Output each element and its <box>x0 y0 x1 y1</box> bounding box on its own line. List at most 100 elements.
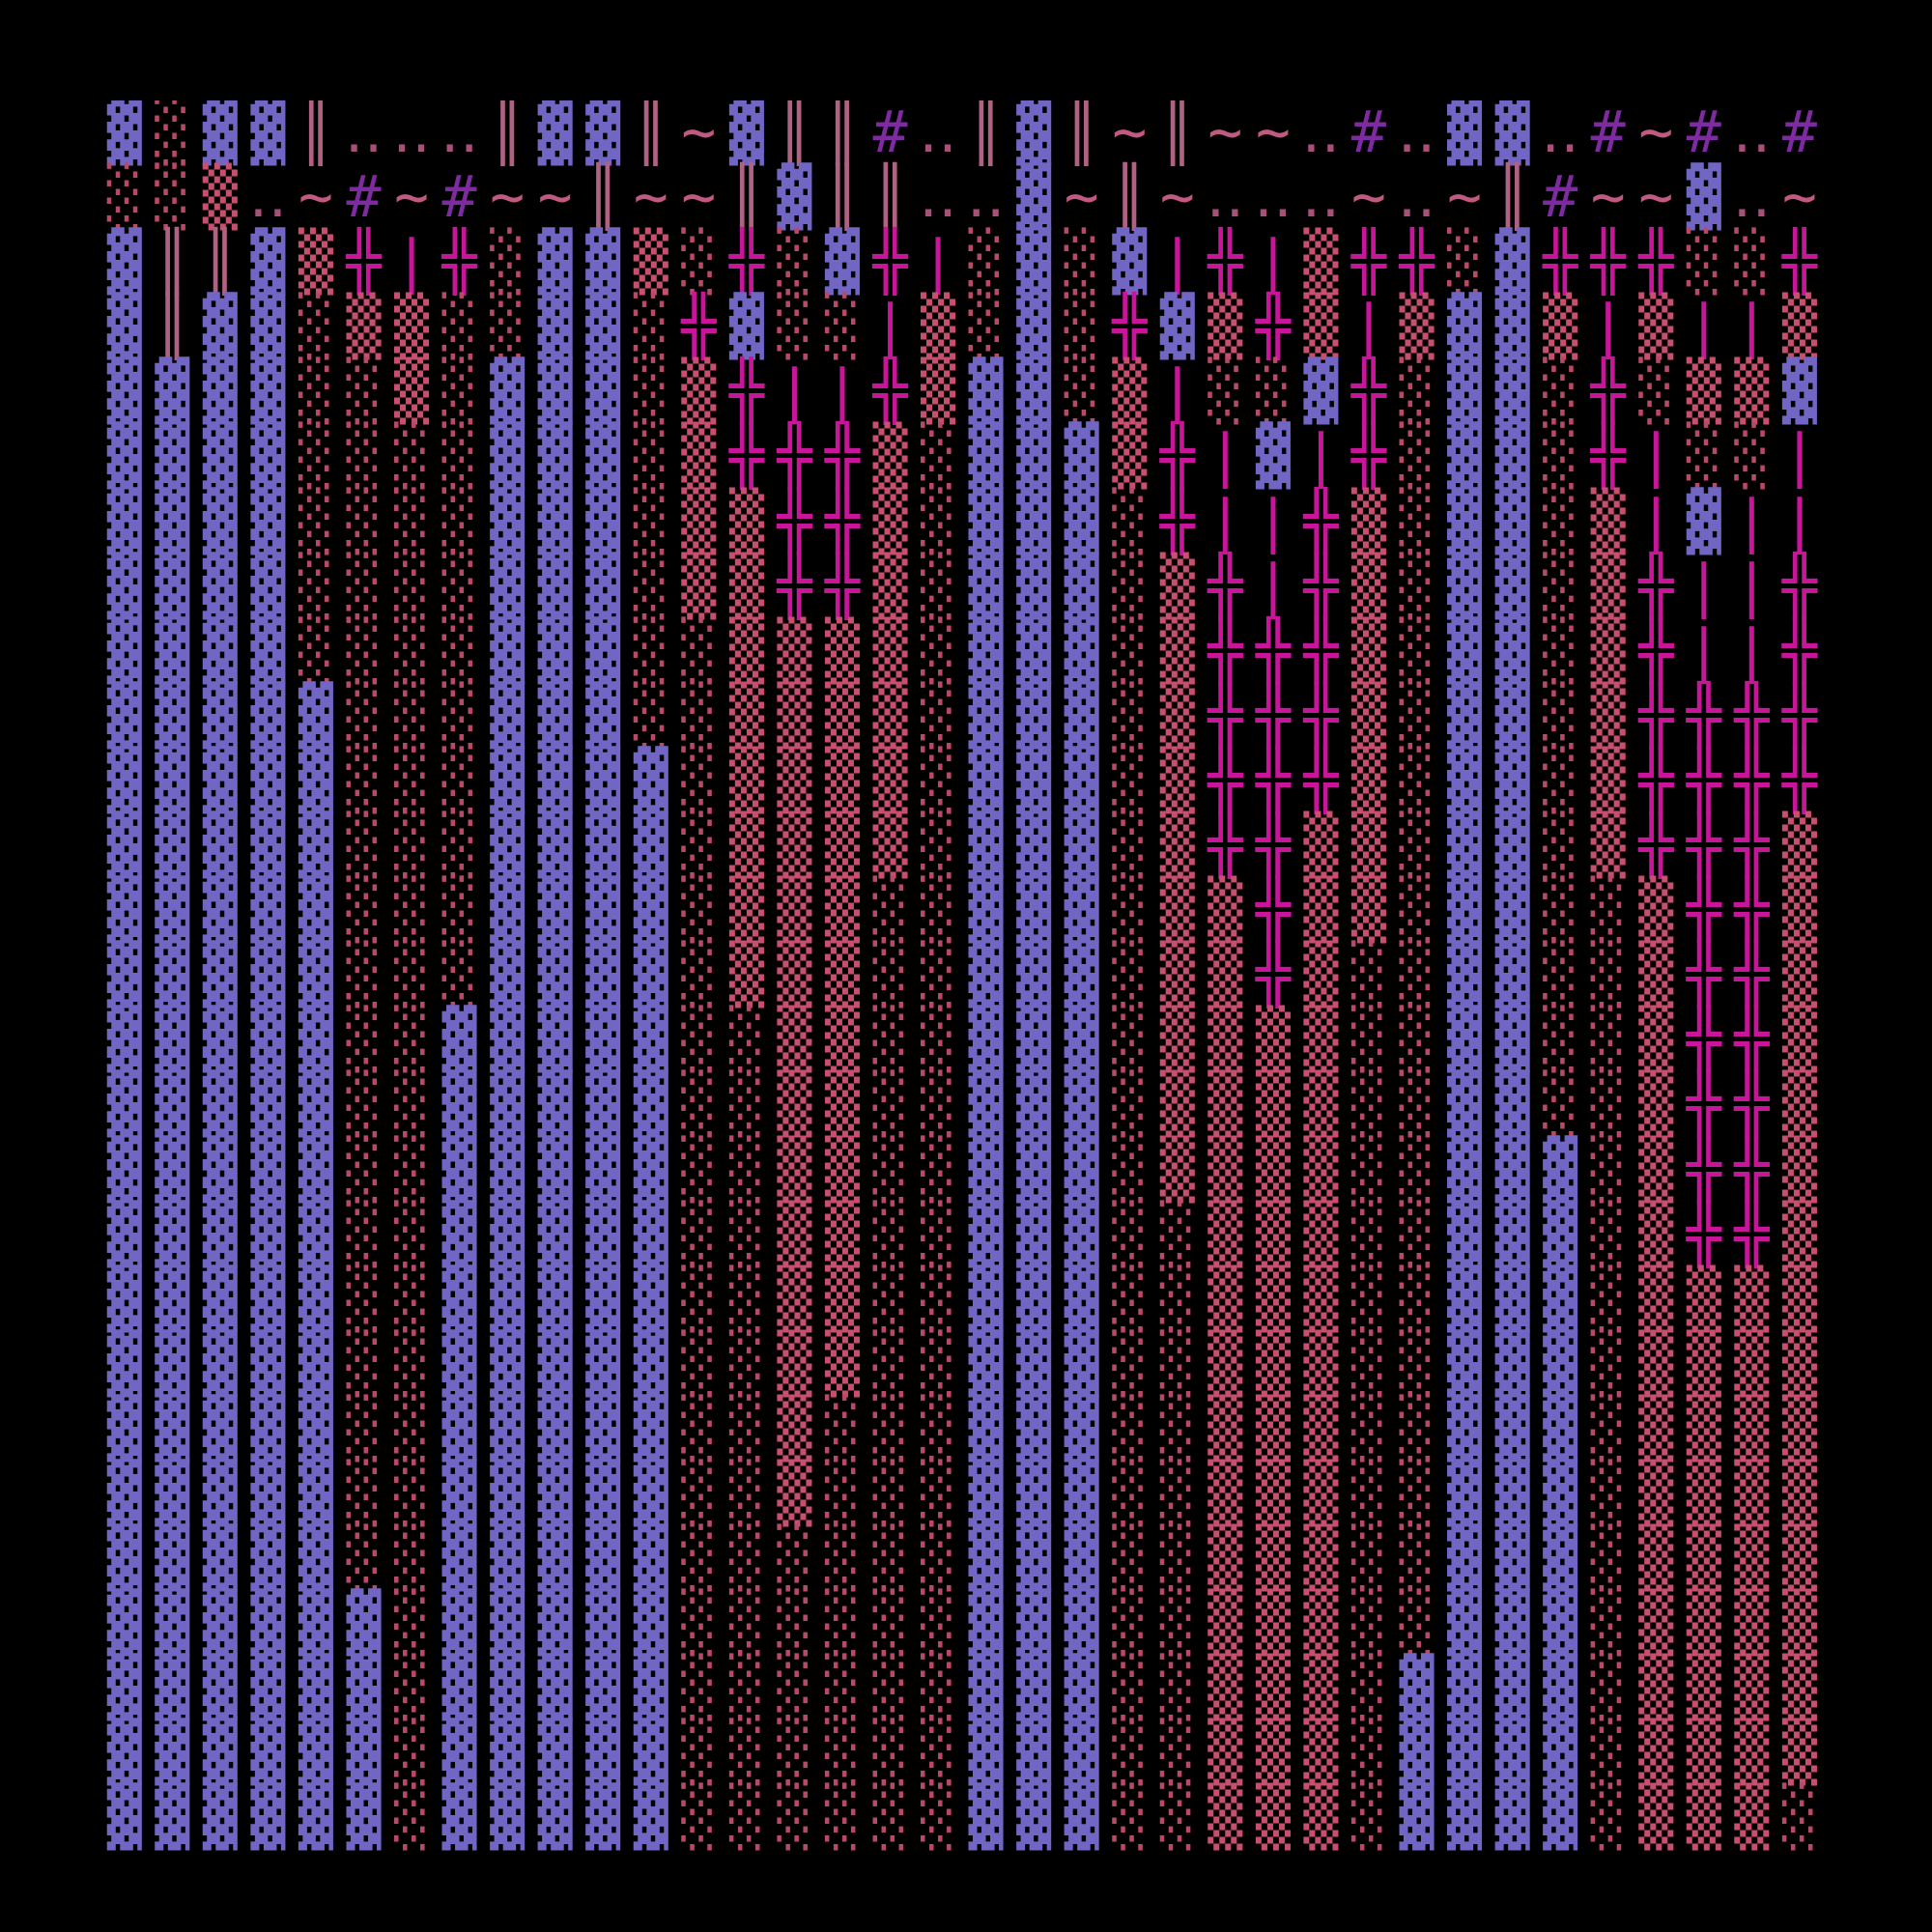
glyph: ▒ <box>728 616 764 685</box>
glyph: ╬ <box>1781 681 1817 750</box>
glyph: ▓ <box>537 1135 573 1204</box>
glyph: ░ <box>921 746 956 814</box>
glyph: ▒ <box>1208 1070 1243 1139</box>
glyph: ░ <box>393 1329 430 1398</box>
glyph: ░ <box>921 1394 956 1463</box>
glyph: ░ <box>1350 1070 1387 1139</box>
glyph: ▓ <box>968 1200 1004 1268</box>
glyph: ▓ <box>106 1459 142 1527</box>
glyph: ░ <box>346 1135 382 1204</box>
glyph: ░ <box>346 941 382 1009</box>
art-row: ▓ ▓ ▓ ▓ ▓ ░ ░ ▓ ▓ ▓ ▓ ▓ ░ ░ ░ ░ ░ ░ ▓ ▓ ▓ ░ ░ ▒ ▒ ▒ ░ ░ ▓ ▓ ▓ ░ ▒ ▒ ▒ ▒ <box>100 1524 1833 1593</box>
glyph: ▓ <box>106 1264 142 1333</box>
glyph: ╬ <box>1590 422 1626 491</box>
glyph: ░ <box>824 1459 861 1527</box>
glyph: ░ <box>681 1719 717 1787</box>
glyph: ░ <box>346 422 382 491</box>
glyph: ░ <box>921 811 956 880</box>
glyph: ▒ <box>1590 811 1626 880</box>
glyph: ▓ <box>1016 1459 1052 1527</box>
glyph: ░ <box>1590 1264 1626 1333</box>
glyph: ░ <box>728 1006 764 1074</box>
art-row: ▓ ▓ ▓ ▓ ▓ ▓ ░ ▓ ▓ ▓ ▓ ▓ ░ ░ ░ ░ ░ ░ ▓ ▓ ▓ ░ ░ ▒ ▒ ▒ ░ ▓ ▓ ▓ ▓ ░ ▒ ▒ ▒ ▒ <box>100 1720 1833 1785</box>
glyph: ▓ <box>585 357 621 426</box>
glyph: ▓ <box>585 1589 621 1658</box>
glyph: ▓ <box>1447 811 1483 880</box>
glyph: ▓ <box>1447 1070 1483 1139</box>
glyph: ▓ <box>106 357 142 426</box>
glyph: ▓ <box>585 228 621 297</box>
glyph: ▒ <box>777 1394 812 1463</box>
glyph: ▒ <box>1638 1329 1674 1398</box>
glyph: ░ <box>393 552 430 620</box>
glyph: ▓ <box>346 1783 382 1851</box>
glyph: ▓ <box>490 1006 526 1074</box>
glyph: ▒ <box>681 552 717 620</box>
glyph: ▒ <box>1686 1329 1721 1398</box>
glyph: ▒ <box>1638 1524 1674 1593</box>
glyph: ▒ <box>1734 1459 1770 1527</box>
glyph: ░ <box>1064 357 1099 426</box>
glyph: ▓ <box>585 487 621 555</box>
glyph: ▓ <box>1016 746 1052 814</box>
glyph: ~ <box>490 163 526 232</box>
glyph: ░ <box>346 876 382 945</box>
glyph: ▓ <box>490 1654 526 1722</box>
glyph: ▒ <box>1303 1783 1339 1851</box>
glyph: ▓ <box>585 1264 621 1333</box>
glyph: ‥ <box>966 163 1006 232</box>
glyph: ░ <box>1686 422 1721 491</box>
glyph: ░ <box>824 293 861 361</box>
glyph: ▓ <box>968 357 1004 426</box>
glyph: ▓ <box>1543 1135 1578 1204</box>
glyph: ▓ <box>537 293 573 361</box>
glyph: ╬ <box>1159 487 1195 555</box>
glyph: ▓ <box>346 1654 382 1722</box>
glyph: ▒ <box>777 1135 812 1204</box>
glyph: # <box>441 163 477 232</box>
glyph: ▓ <box>155 552 190 620</box>
glyph: ▓ <box>106 1654 142 1722</box>
glyph: ╬ <box>1208 746 1243 814</box>
glyph: ▒ <box>1781 1394 1817 1463</box>
glyph: ░ <box>633 616 668 685</box>
glyph: ░ <box>872 1329 908 1398</box>
glyph: ░ <box>1159 1524 1195 1593</box>
glyph: ║ <box>1494 163 1530 232</box>
glyph: ▓ <box>250 1783 286 1851</box>
glyph: ▓ <box>633 1006 668 1074</box>
glyph: ▓ <box>1494 1459 1530 1527</box>
glyph: ▓ <box>490 1589 526 1658</box>
glyph: ▒ <box>824 616 861 685</box>
glyph: ▒ <box>1350 552 1387 620</box>
glyph: ▓ <box>490 1524 526 1593</box>
glyph: ░ <box>728 1524 764 1593</box>
glyph: ▒ <box>1350 681 1387 750</box>
glyph: ░ <box>1399 1329 1435 1398</box>
glyph: ▓ <box>1494 1329 1530 1398</box>
glyph: ╬ <box>1638 746 1674 814</box>
glyph: ░ <box>346 357 382 426</box>
glyph: ╬ <box>1734 1200 1770 1268</box>
glyph: ▓ <box>1686 487 1721 555</box>
glyph: ╬ <box>1638 616 1674 685</box>
glyph: ░ <box>393 811 430 880</box>
glyph: ▒ <box>393 293 430 361</box>
glyph: ░ <box>1159 1783 1195 1851</box>
glyph: ▓ <box>490 1329 526 1398</box>
glyph: ▓ <box>490 1264 526 1333</box>
glyph: ▓ <box>441 1524 477 1593</box>
glyph: ░ <box>1590 1394 1626 1463</box>
glyph: ▓ <box>1303 357 1339 426</box>
glyph: ▓ <box>106 1589 142 1658</box>
glyph: ▒ <box>1255 1200 1291 1268</box>
glyph: ▓ <box>1064 616 1099 685</box>
glyph: ░ <box>1112 1006 1148 1074</box>
glyph: ░ <box>346 1394 382 1463</box>
glyph: ░ <box>681 1070 717 1139</box>
glyph: ▓ <box>1255 422 1291 491</box>
glyph: ▓ <box>155 1200 190 1268</box>
glyph: ▒ <box>1638 941 1674 1009</box>
glyph: ▒ <box>728 811 764 880</box>
glyph: ▓ <box>1494 100 1530 166</box>
